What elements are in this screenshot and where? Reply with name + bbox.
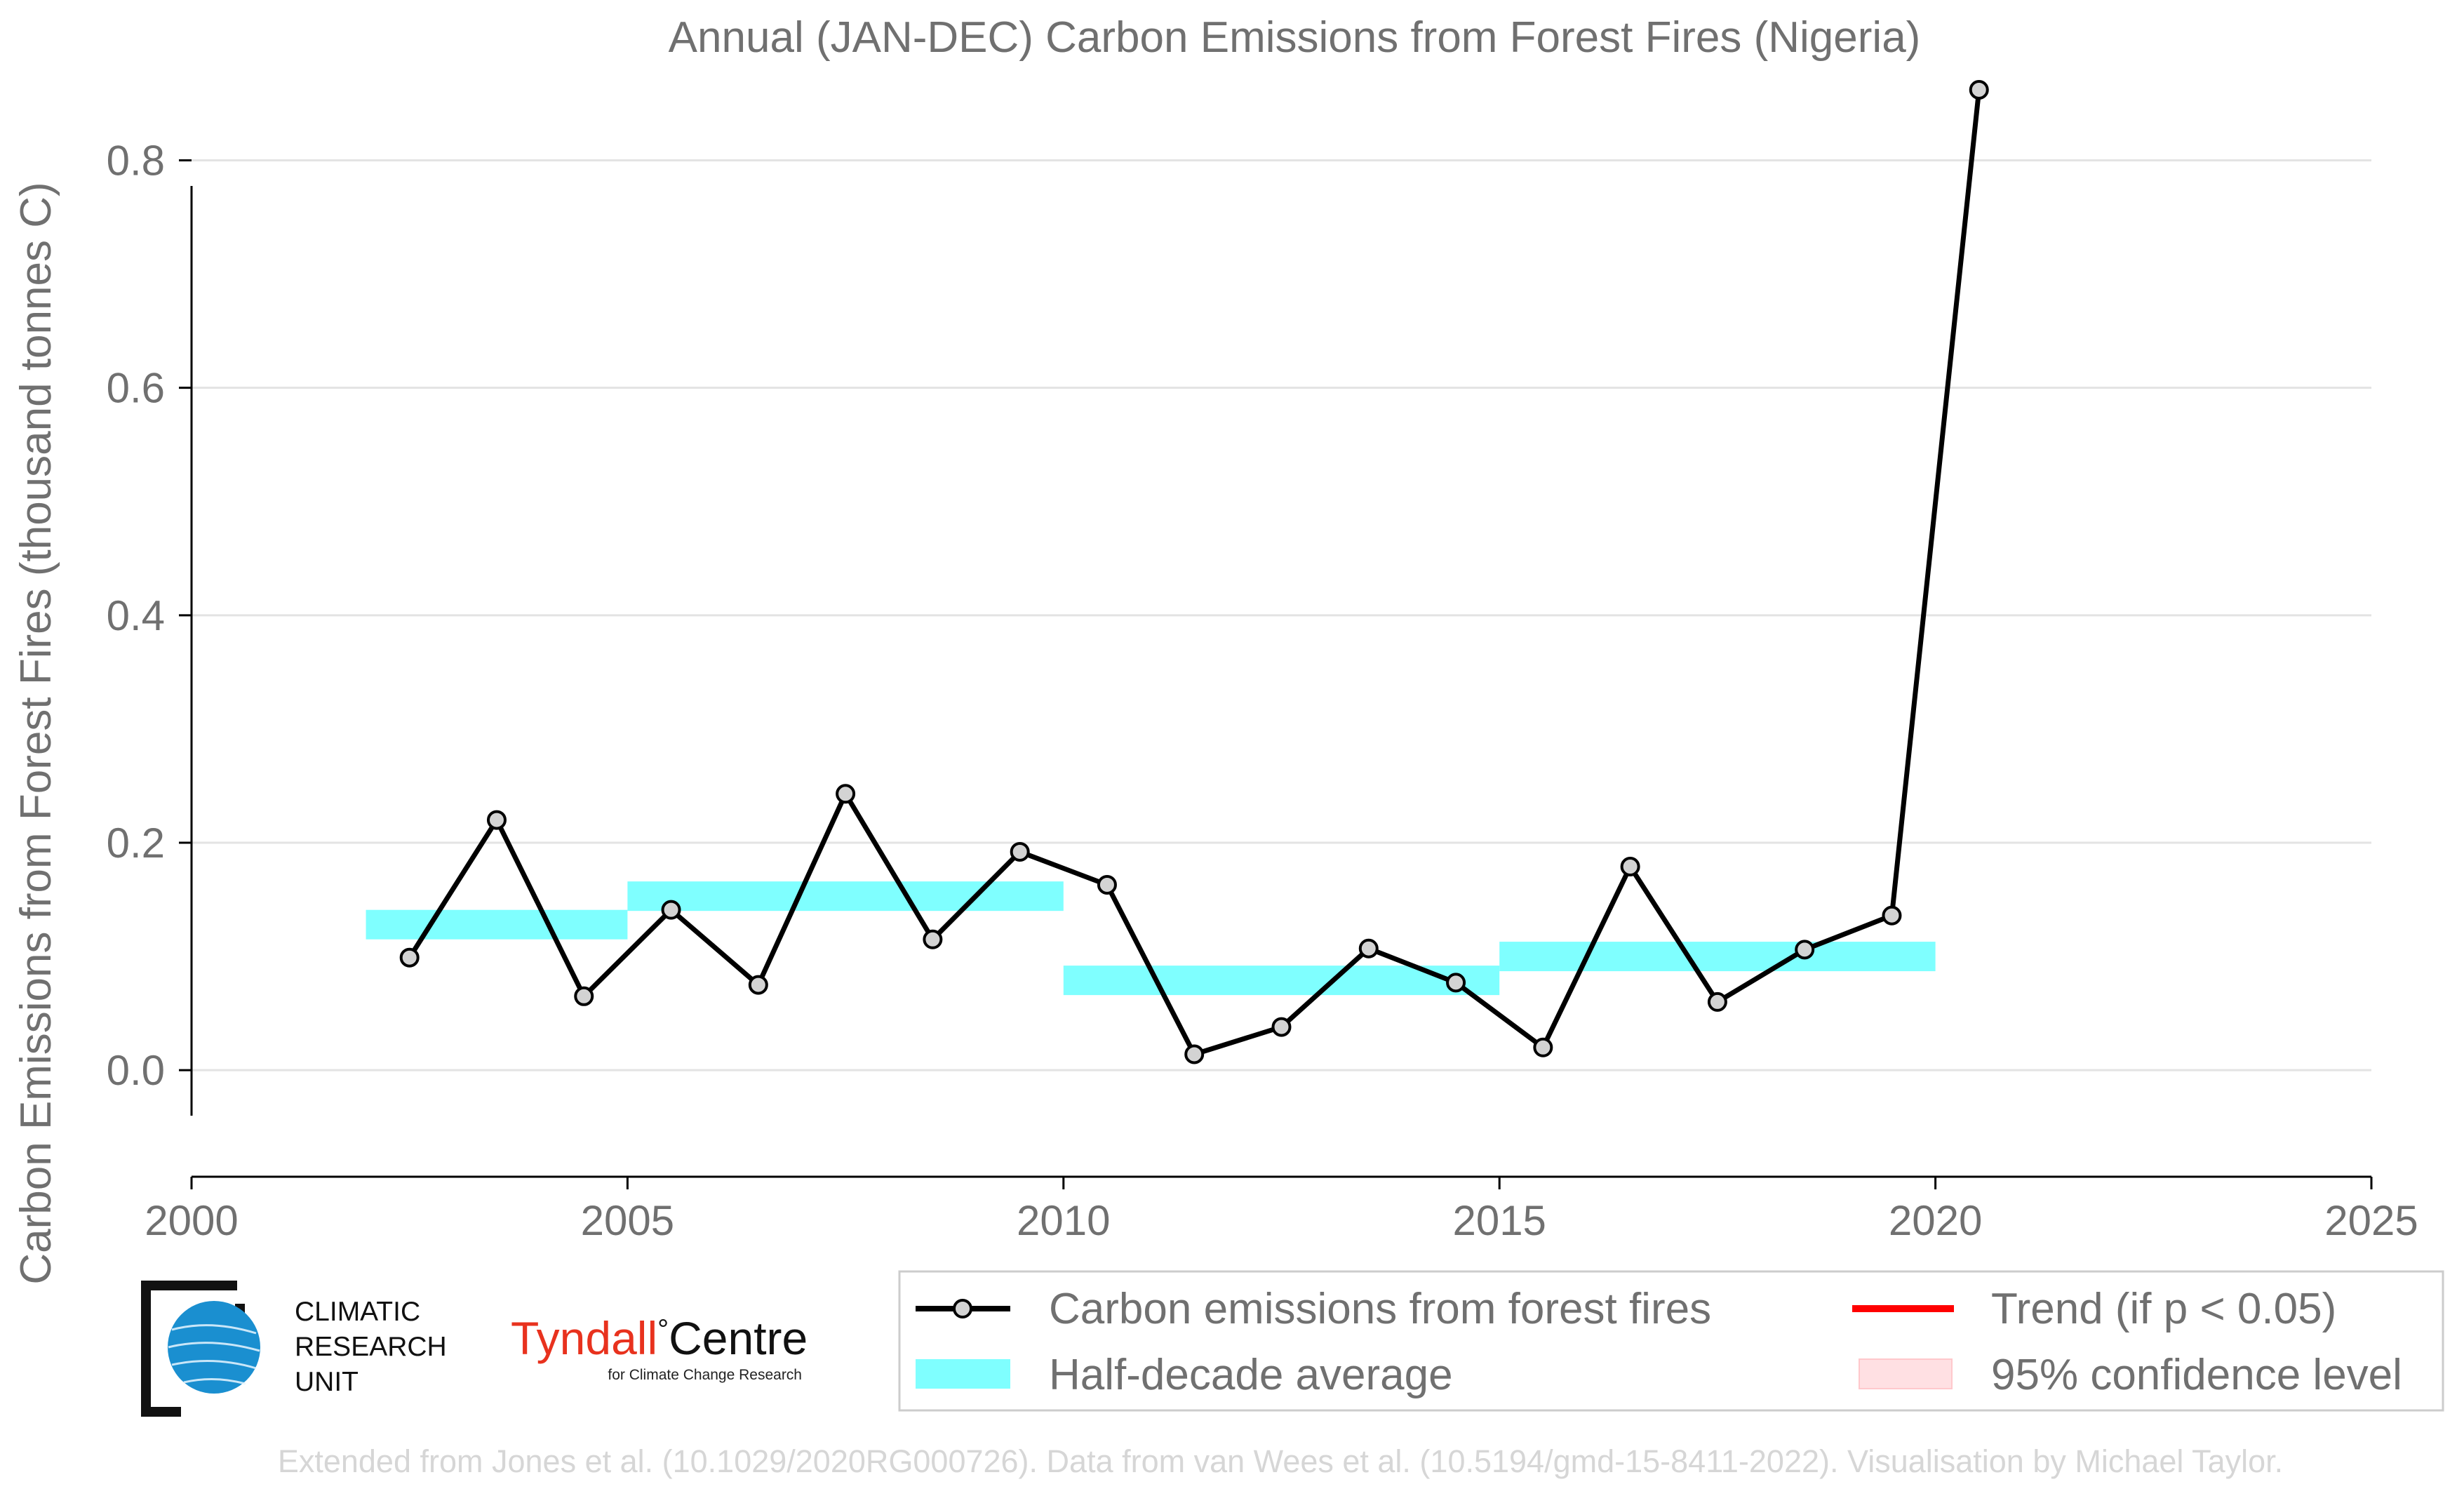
x-tick-labels: 2000 2005 2010 2015 2020 2025	[145, 1197, 2418, 1244]
chart-title: Annual (JAN-DEC) Carbon Emissions from F…	[669, 13, 1921, 62]
emissions-point	[574, 986, 594, 1006]
emissions-point	[1795, 940, 1815, 960]
globe-lines-icon	[168, 1324, 260, 1385]
legend-label-trend: Trend (if p < 0.05)	[1991, 1285, 2336, 1333]
gridlines	[179, 159, 2371, 1071]
emissions-point	[399, 947, 420, 968]
legend-label-confidence: 95% confidence level	[1991, 1351, 2402, 1399]
svg-text:Tyndall°Centre: Tyndall°Centre	[511, 1312, 808, 1364]
emissions-point	[1010, 841, 1030, 862]
emissions-point	[1620, 857, 1640, 877]
cru-text-line-3: UNIT	[295, 1367, 359, 1397]
tyndall-subtitle: for Climate Change Research	[608, 1367, 802, 1383]
y-tick-label: 0.8	[107, 137, 165, 184]
legend: Carbon emissions from forest fires Trend…	[898, 1270, 2444, 1412]
y-tick-label: 0.4	[107, 592, 165, 639]
legend-frame	[898, 1270, 2444, 1412]
y-tick-labels: 0.0 0.2 0.4 0.6 0.8	[107, 137, 165, 1094]
emissions-series	[399, 79, 1989, 1064]
emissions-point	[923, 929, 943, 949]
emissions-point	[1446, 973, 1466, 993]
x-tick-label: 2005	[581, 1197, 674, 1244]
x-tick-label: 2020	[1889, 1197, 1982, 1244]
emissions-point	[836, 784, 856, 804]
cru-text-line-1: CLIMATIC	[295, 1297, 420, 1327]
emissions-point	[1533, 1037, 1553, 1057]
emissions-point	[1707, 991, 1727, 1012]
half-decade-average-bar	[366, 909, 628, 940]
emissions-point	[1358, 938, 1379, 959]
tyndall-name: Tyndall	[511, 1312, 657, 1364]
axes	[179, 159, 2373, 1189]
emissions-point	[1271, 1017, 1292, 1037]
half-decade-average-bars	[366, 881, 1936, 996]
emissions-point	[486, 810, 507, 830]
y-axis-label: Carbon Emissions from Forest Fires (thou…	[12, 182, 60, 1284]
emissions-point	[1969, 79, 1989, 100]
credit-line: Extended from Jones et al. (10.1029/2020…	[278, 1443, 2283, 1479]
cru-logo: CLIMATIC RESEARCH UNIT	[141, 1281, 447, 1417]
y-tick-label: 0.0	[107, 1047, 165, 1094]
legend-label-emissions: Carbon emissions from forest fires	[1049, 1285, 1711, 1333]
legend-half-decade-swatch	[916, 1359, 1010, 1389]
legend-confidence-swatch	[1859, 1358, 1953, 1389]
legend-label-half-decade: Half-decade average	[1049, 1351, 1453, 1399]
tyndall-degree: °	[657, 1314, 669, 1345]
emissions-point	[1882, 905, 1902, 926]
emissions-point	[661, 900, 681, 920]
tyndall-centre: Centre	[669, 1312, 808, 1364]
emissions-point	[1184, 1044, 1205, 1064]
half-decade-average-bar	[1063, 966, 1500, 996]
cru-text-line-2: RESEARCH	[295, 1332, 447, 1362]
globe-icon	[168, 1301, 260, 1394]
half-decade-average-bar	[1499, 942, 1936, 972]
x-tick-label: 2000	[145, 1197, 238, 1244]
x-tick-label: 2010	[1017, 1197, 1110, 1244]
emissions-point	[748, 975, 768, 995]
emissions-point	[1097, 874, 1117, 895]
x-tick-label: 2015	[1452, 1197, 1546, 1244]
x-tick-label: 2025	[2324, 1197, 2418, 1244]
y-tick-label: 0.6	[107, 365, 165, 412]
legend-emissions-marker	[953, 1299, 972, 1318]
tyndall-logo: Tyndall°Centre for Climate Change Resear…	[511, 1312, 808, 1383]
half-decade-average-bar	[627, 881, 1064, 911]
y-tick-label: 0.2	[107, 820, 165, 867]
